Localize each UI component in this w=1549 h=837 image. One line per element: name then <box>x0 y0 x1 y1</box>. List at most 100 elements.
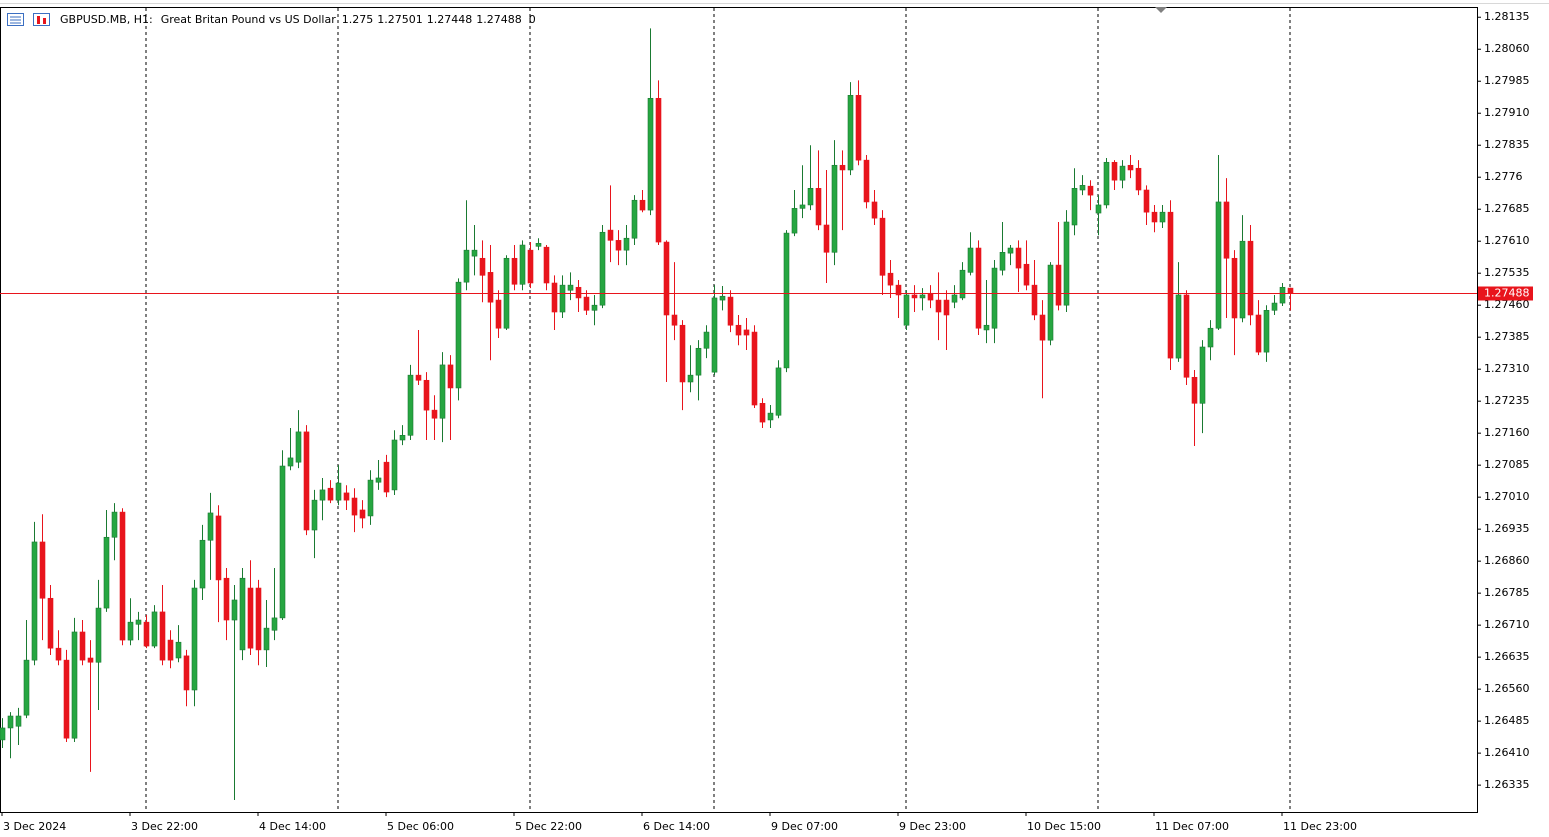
candle-body <box>847 95 854 171</box>
candle-body <box>895 284 902 296</box>
candle-body <box>1031 284 1038 316</box>
candle-body <box>375 477 382 483</box>
candle-body <box>103 536 110 609</box>
candle-body <box>511 257 518 285</box>
candle-body <box>703 331 710 349</box>
candle-body <box>1111 161 1118 181</box>
candle-body <box>887 272 894 286</box>
candle-body <box>239 577 246 651</box>
candle-body <box>415 374 422 381</box>
candle-body <box>519 244 526 285</box>
header-close: 1.27488 <box>476 13 522 26</box>
candle-body <box>991 267 998 329</box>
candle-body <box>215 515 222 581</box>
x-tick-label: 10 Dec 15:00 <box>1027 820 1101 833</box>
y-tick-label: 1.26485 <box>1484 714 1530 727</box>
icon-bar <box>43 18 46 24</box>
candle-body <box>1231 257 1238 319</box>
header-open: 1.275 <box>342 13 374 26</box>
chart-icon[interactable] <box>33 13 50 26</box>
candle-body <box>431 409 438 419</box>
y-tick-label: 1.27085 <box>1484 458 1530 471</box>
y-tick-label: 1.27835 <box>1484 138 1530 151</box>
candle-body <box>743 329 750 336</box>
candle-body <box>927 292 934 301</box>
candle-body <box>335 482 342 501</box>
candle-body <box>871 201 878 219</box>
y-tick-label: 1.27160 <box>1484 426 1530 439</box>
candle-body <box>1223 201 1230 259</box>
candle-body <box>1207 327 1214 348</box>
candle-body <box>583 296 590 311</box>
candle-body <box>111 511 118 538</box>
candle-body <box>1127 164 1134 171</box>
x-tick-label: 3 Dec 22:00 <box>131 820 198 833</box>
candle-body <box>47 597 54 649</box>
candle-body <box>807 188 814 206</box>
candle-body <box>255 587 262 651</box>
x-tick-label: 3 Dec 2024 <box>3 820 66 833</box>
x-tick-label: 6 Dec 14:00 <box>643 820 710 833</box>
candle-body <box>31 541 38 661</box>
candle-body <box>455 281 462 389</box>
candle-body <box>767 412 774 421</box>
candle-body <box>495 299 502 329</box>
candle-body <box>543 246 550 284</box>
candle-body <box>863 159 870 203</box>
candle-body <box>911 294 918 299</box>
y-tick-label: 1.27460 <box>1484 298 1530 311</box>
candle-body <box>127 621 134 641</box>
candle-body <box>271 617 278 631</box>
candle-body <box>1119 165 1126 181</box>
candle-body <box>559 284 566 313</box>
candle-body <box>471 249 478 257</box>
candle-body <box>95 607 102 663</box>
candle-body <box>463 249 470 283</box>
y-tick-label: 1.27535 <box>1484 266 1530 279</box>
x-tick-label: 9 Dec 23:00 <box>899 820 966 833</box>
candle-body <box>71 631 78 739</box>
candle-body <box>407 374 414 436</box>
candle-body <box>63 659 70 739</box>
candle-body <box>663 241 670 316</box>
candle-body <box>383 461 390 493</box>
candle-body <box>191 587 198 691</box>
candle-body <box>1063 221 1070 306</box>
candle-body <box>935 299 942 313</box>
candle-body <box>719 295 726 301</box>
candle-body <box>951 294 958 303</box>
y-tick-label: 1.26785 <box>1484 586 1530 599</box>
shift-marker[interactable] <box>1155 7 1167 13</box>
candle-body <box>815 188 822 226</box>
candle-body <box>1247 240 1254 316</box>
y-tick-label: 1.26710 <box>1484 618 1530 631</box>
candle-body <box>575 286 582 299</box>
candle-body <box>247 587 254 649</box>
candle-body <box>983 324 990 331</box>
y-tick-label: 1.26635 <box>1484 650 1530 663</box>
y-tick-label: 1.27910 <box>1484 106 1530 119</box>
candle-body <box>7 715 14 729</box>
candle-body <box>1199 346 1206 404</box>
candle-body <box>1279 286 1286 304</box>
candle-body <box>447 364 454 389</box>
x-tick-label: 11 Dec 23:00 <box>1283 820 1357 833</box>
y-tick-label: 1.26410 <box>1484 746 1530 759</box>
candle-body <box>751 331 758 406</box>
y-tick-label: 1.28135 <box>1484 10 1530 23</box>
candle-body <box>231 599 238 621</box>
candle-body <box>327 487 334 501</box>
candle-body <box>607 229 614 241</box>
y-tick-label: 1.26935 <box>1484 522 1530 535</box>
candle-body <box>159 611 166 661</box>
header-icons[interactable] <box>7 13 50 26</box>
candle-body <box>79 631 86 661</box>
y-tick-label: 1.27985 <box>1484 74 1530 87</box>
price-label-box <box>1478 286 1533 301</box>
candle-body <box>487 272 494 303</box>
plot-border <box>0 7 1478 813</box>
candle-body <box>799 204 806 209</box>
candle-body <box>1047 264 1054 341</box>
